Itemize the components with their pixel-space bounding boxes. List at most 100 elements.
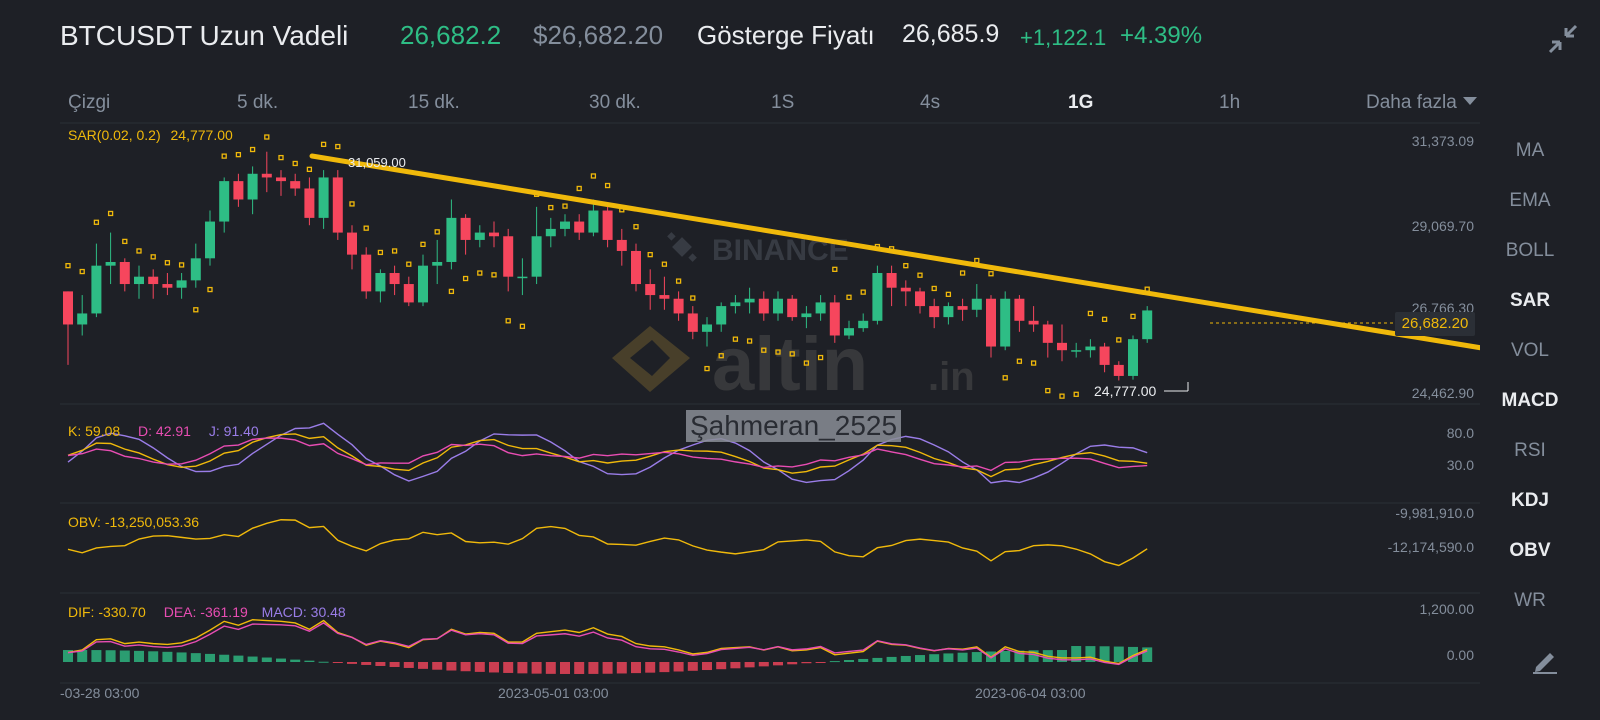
macd-dif-line <box>67 619 1148 665</box>
macd-histogram-bar <box>858 658 869 662</box>
tab-1d[interactable]: 1G <box>1068 92 1094 113</box>
sar-dot <box>945 291 952 297</box>
sar-dot <box>1016 358 1023 364</box>
candles-group <box>63 151 1153 381</box>
candle-body <box>1014 298 1025 321</box>
candle-body <box>1057 342 1067 351</box>
sar-dot <box>1059 393 1065 399</box>
candle-body <box>119 261 130 285</box>
candle-body <box>971 298 982 310</box>
obv-legend: OBV: -13,250,053.36 <box>68 514 200 530</box>
sar-dot <box>562 203 568 209</box>
macd-histogram-bar <box>276 658 286 662</box>
candlestick-chart[interactable]: BINANCE altin .in 31,373.09 29,069.70 26… <box>0 0 1480 720</box>
indicator-kdj[interactable]: KDJ <box>1510 490 1549 511</box>
user-watermark: Şahmeran_2525 <box>686 410 902 442</box>
symbol-title[interactable]: BTCUSDT Uzun Vadeli <box>60 20 349 51</box>
indicator-ema[interactable]: EMA <box>1509 190 1551 211</box>
tab-1h[interactable]: 1S <box>771 92 795 113</box>
sar-dot <box>917 272 923 278</box>
tab-5m[interactable]: 5 dk. <box>237 92 279 113</box>
candle-body <box>276 177 286 182</box>
sar-dot <box>1045 387 1051 394</box>
candle-body <box>190 258 201 281</box>
macd-histogram-bar <box>716 662 727 670</box>
tab-15m[interactable]: 15 dk. <box>408 92 460 113</box>
sar-dot <box>164 260 171 266</box>
candle-body <box>1000 298 1011 347</box>
macd-histogram-bar <box>560 662 570 674</box>
macd-histogram-bar <box>673 662 684 672</box>
indicator-boll[interactable]: BOLL <box>1505 240 1555 261</box>
low-price-marker: 24,777.00 <box>1094 383 1156 399</box>
sar-dot <box>704 365 710 372</box>
macd-histogram-bar <box>758 662 769 667</box>
macd-histogram-bar <box>517 662 528 674</box>
candle-body <box>773 298 783 314</box>
price-axis-label: 24,462.90 <box>1412 385 1474 401</box>
drawing-pencil-icon[interactable] <box>1530 645 1560 675</box>
candle-body <box>787 298 798 318</box>
macd-dea-line <box>67 622 1148 666</box>
sar-dot <box>746 338 753 344</box>
kdj-j-line <box>67 422 1148 484</box>
altin-watermark: altin .in <box>612 322 975 407</box>
more-label: Daha fazla <box>1366 92 1457 113</box>
kdj-k-value: K: 59.08 <box>68 423 121 439</box>
macd-histogram-bar <box>418 662 428 669</box>
tab-1w[interactable]: 1h <box>1219 92 1241 113</box>
indicator-sar[interactable]: SAR <box>1509 290 1551 311</box>
sar-dot <box>363 225 369 231</box>
candle-body <box>460 217 471 240</box>
sar-dot <box>505 318 511 324</box>
candle-body <box>403 284 414 303</box>
candle-body <box>361 254 372 292</box>
macd-axis-label: 1,200.00 <box>1420 601 1475 617</box>
last-price: 26,682.2 <box>400 20 502 50</box>
indicator-rsi[interactable]: RSI <box>1514 440 1546 461</box>
candle-body <box>474 232 485 240</box>
candle-body <box>219 181 230 222</box>
macd-histogram-bar <box>801 662 812 664</box>
more-intervals-dropdown[interactable]: Daha fazla <box>1366 92 1477 114</box>
trendline[interactable] <box>309 153 1480 351</box>
collapse-arrows-icon[interactable] <box>1546 22 1580 56</box>
tab-30m[interactable]: 30 dk. <box>589 92 641 113</box>
macd-histogram-bar <box>829 661 840 663</box>
indicator-ma[interactable]: MA <box>1515 140 1545 161</box>
sar-dot <box>193 307 199 313</box>
candle-body <box>844 328 854 336</box>
tab-line[interactable]: Çizgi <box>68 92 111 113</box>
macd-histogram-bar <box>531 662 542 674</box>
candle-body <box>347 232 357 255</box>
sar-dot <box>420 241 426 247</box>
macd-histogram-bar <box>105 650 116 662</box>
sar-dot <box>931 285 937 292</box>
indicator-vol[interactable]: VOL <box>1510 340 1550 361</box>
candle-body <box>531 236 542 277</box>
indicator-wr[interactable]: WR <box>1514 590 1546 611</box>
candle-body <box>162 284 173 288</box>
kdj-d-line <box>67 437 1148 472</box>
candle-body <box>432 261 443 266</box>
indicator-obv[interactable]: OBV <box>1509 540 1551 561</box>
macd-histogram-bar <box>645 662 656 673</box>
macd-histogram-bar <box>190 653 201 662</box>
macd-histogram-bar <box>290 659 301 662</box>
candle-body <box>446 217 457 262</box>
macd-axis-label: 0.00 <box>1447 647 1474 663</box>
candle-body <box>1099 346 1110 365</box>
sar-dot <box>576 185 582 192</box>
candle-body <box>233 181 244 200</box>
macd-histogram-bar <box>134 650 144 662</box>
sar-dot <box>1130 313 1136 320</box>
sar-legend: SAR(0.02, 0.2) 24,777.00 <box>68 127 233 143</box>
tab-4h[interactable]: 4s <box>920 92 941 113</box>
indicator-macd[interactable]: MACD <box>1501 390 1559 411</box>
candle-body <box>332 177 343 233</box>
candle-body <box>602 210 613 240</box>
sar-dot <box>491 272 497 278</box>
sar-dot <box>335 143 341 150</box>
sar-dot <box>79 268 85 275</box>
macd-histogram-bar <box>1057 650 1067 662</box>
